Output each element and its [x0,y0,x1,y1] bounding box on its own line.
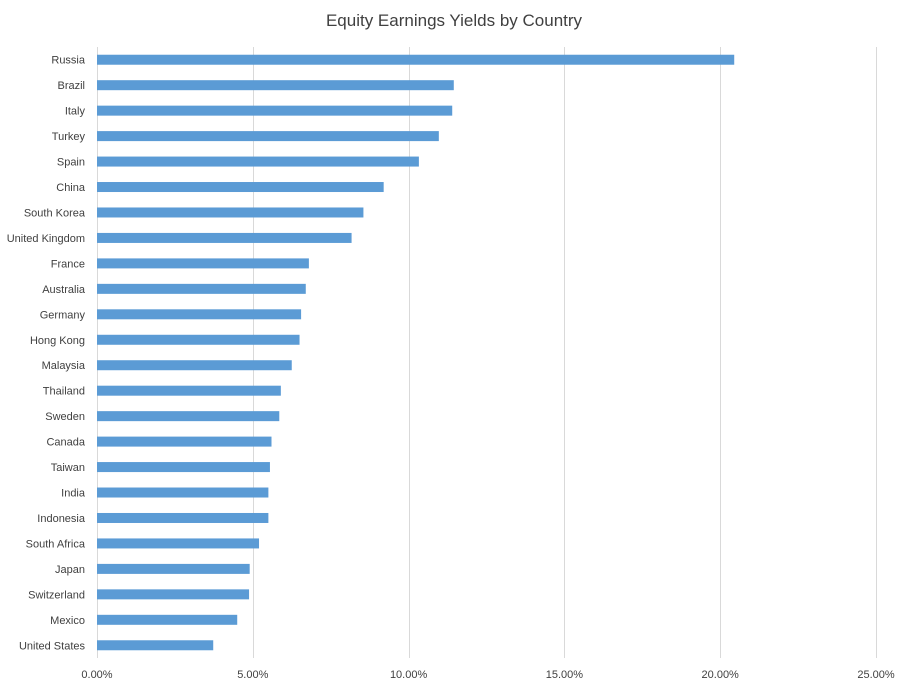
bar [97,182,384,193]
bar [97,538,260,549]
category-label: United Kingdom [7,233,85,245]
bar [97,436,272,447]
category-label: South Africa [26,538,86,550]
x-tick-label: 15.00% [546,669,584,681]
bar [97,411,280,422]
bar [97,589,250,600]
x-tick-label: 20.00% [702,669,740,681]
category-label: Italy [65,106,86,118]
bar [97,131,439,142]
bar [97,462,270,473]
category-label: Germany [40,309,86,321]
x-tick-label: 5.00% [237,669,268,681]
category-label: Brazil [57,80,85,92]
bar [97,309,302,320]
category-label: France [51,258,85,270]
category-label: Hong Kong [30,335,85,347]
category-label: Mexico [50,615,85,627]
bar [97,258,309,269]
bar [97,563,250,574]
category-label: Turkey [52,131,86,143]
bar [97,334,300,345]
category-label: Taiwan [51,462,85,474]
bar [97,487,269,498]
bar [97,283,306,294]
gridlines [97,47,877,658]
category-label: Japan [55,564,85,576]
bar [97,80,454,91]
category-label: Canada [46,437,85,449]
bar [97,512,269,523]
category-label: India [61,488,86,500]
bar [97,614,238,625]
category-labels: Russia Brazil Italy Turkey Spain China South K… [7,55,86,653]
category-label: South Korea [24,207,86,219]
bar [97,105,453,116]
category-label: Australia [42,284,86,296]
x-tick-label: 10.00% [390,669,428,681]
category-label: China [56,182,86,194]
bar [97,360,292,371]
bar [97,640,214,651]
category-label: Russia [51,55,86,67]
x-tick-label: 25.00% [857,669,895,681]
chart-title: Equity Earnings Yields by Country [326,11,583,30]
x-axis-tick-labels: 0.00% 5.00% 10.00% 15.00% 20.00% 25.00% [81,669,894,681]
bar [97,54,735,65]
category-label: Sweden [45,411,85,423]
x-tick-label: 0.00% [81,669,112,681]
category-label: Indonesia [37,513,86,525]
bar [97,232,352,243]
category-label: United States [19,640,86,652]
category-label: Malaysia [42,360,86,372]
category-label: Thailand [43,386,85,398]
category-label: Switzerland [28,589,85,601]
bars [97,54,735,651]
category-label: Spain [57,157,85,169]
bar [97,156,419,167]
bar [97,207,364,218]
bar [97,385,281,396]
